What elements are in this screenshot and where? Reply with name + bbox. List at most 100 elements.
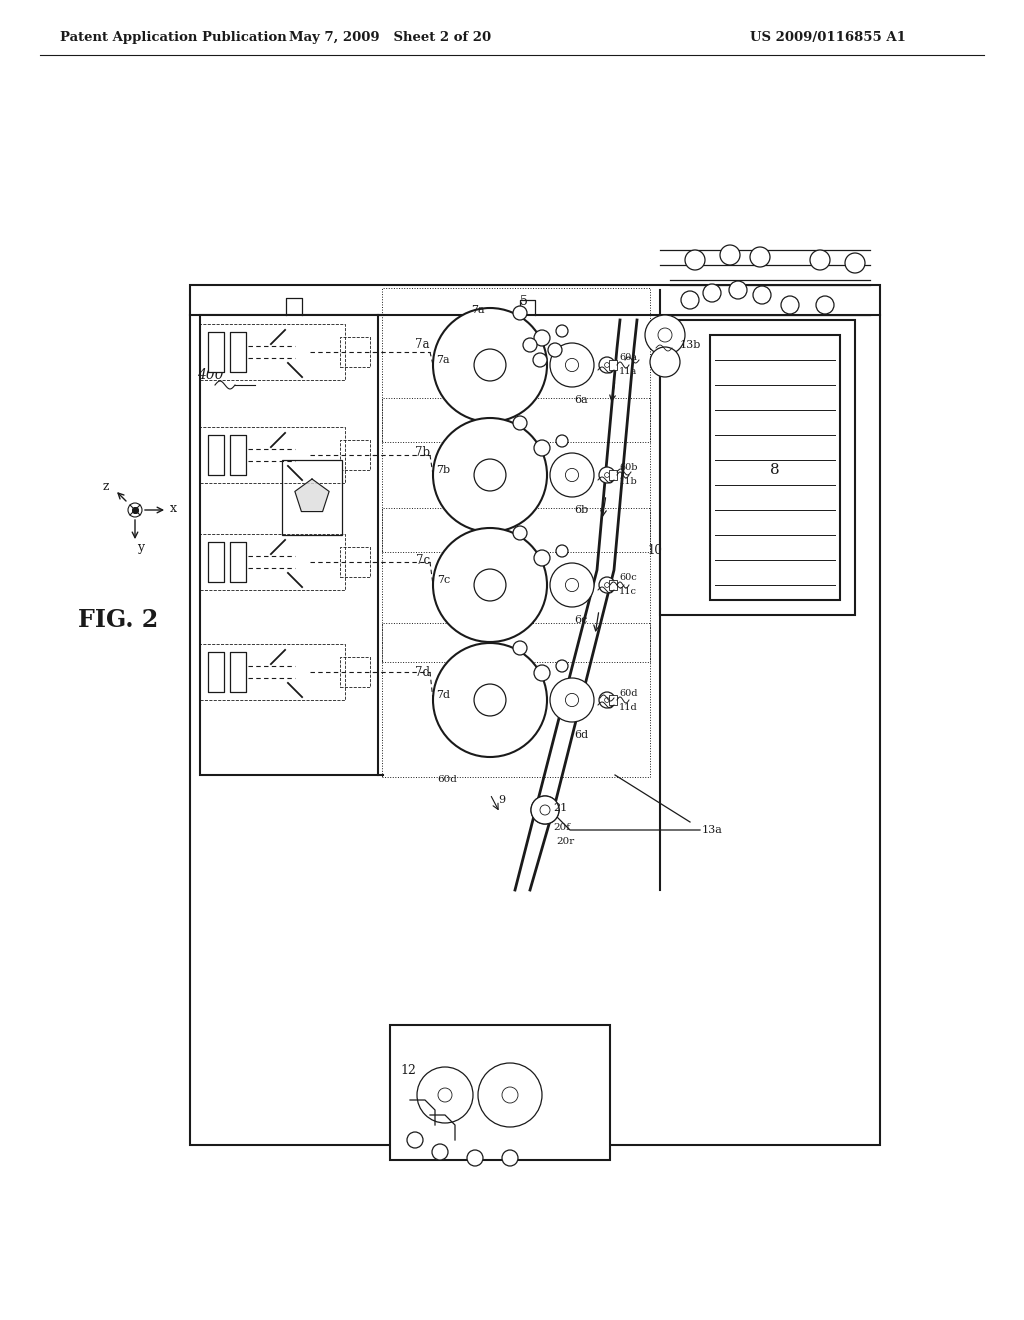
Circle shape [845, 253, 865, 273]
Text: 7b: 7b [436, 465, 450, 475]
Circle shape [433, 308, 547, 422]
Text: 6d: 6d [574, 730, 588, 741]
Bar [340, 337, 370, 367]
Circle shape [478, 1063, 542, 1127]
Circle shape [550, 453, 594, 498]
Circle shape [467, 1150, 483, 1166]
Text: 13a: 13a [702, 825, 723, 836]
Bar [340, 657, 370, 686]
Bar [200, 315, 378, 775]
Circle shape [681, 290, 699, 309]
Text: y: y [137, 541, 144, 554]
Circle shape [513, 642, 527, 655]
Circle shape [433, 643, 547, 756]
Circle shape [599, 692, 615, 708]
Circle shape [432, 1144, 449, 1160]
Text: 60b: 60b [618, 463, 638, 473]
Circle shape [556, 545, 568, 557]
Circle shape [513, 306, 527, 319]
Text: 7c: 7c [437, 576, 450, 585]
Text: 11a: 11a [618, 367, 637, 376]
Text: FIG. 2: FIG. 2 [78, 609, 159, 632]
Circle shape [604, 363, 609, 367]
Text: 60c: 60c [618, 573, 637, 582]
Circle shape [703, 284, 721, 302]
Circle shape [531, 796, 559, 824]
Text: x: x [170, 502, 177, 515]
Text: 21: 21 [553, 803, 567, 813]
Circle shape [548, 343, 562, 356]
Circle shape [502, 1086, 518, 1104]
Text: 400: 400 [197, 368, 223, 381]
Circle shape [720, 246, 740, 265]
Circle shape [417, 1067, 473, 1123]
Circle shape [565, 359, 579, 372]
Text: 7b: 7b [415, 446, 430, 458]
Bar [710, 335, 840, 601]
Bar [190, 285, 880, 1144]
Circle shape [599, 467, 615, 483]
Text: 7c: 7c [416, 553, 430, 566]
Bar [390, 1026, 610, 1160]
Text: 5: 5 [520, 294, 528, 308]
Bar [200, 535, 345, 590]
Text: z: z [102, 479, 109, 492]
Circle shape [474, 348, 506, 381]
Polygon shape [295, 479, 329, 512]
Bar [230, 436, 246, 475]
Circle shape [550, 678, 594, 722]
Bar [200, 323, 345, 380]
Bar [660, 319, 855, 615]
Circle shape [781, 296, 799, 314]
Bar [609, 470, 617, 480]
Text: 60a: 60a [618, 354, 637, 363]
Circle shape [474, 684, 506, 715]
Text: 7a: 7a [416, 338, 430, 351]
Circle shape [658, 327, 672, 342]
Circle shape [604, 697, 609, 702]
Bar [230, 333, 246, 372]
Text: 11c: 11c [618, 587, 637, 597]
Text: 6b: 6b [574, 506, 588, 515]
Bar [200, 644, 345, 700]
Circle shape [438, 1088, 452, 1102]
Bar [230, 543, 246, 582]
Circle shape [531, 796, 559, 824]
Bar [282, 459, 342, 535]
Circle shape [685, 249, 705, 271]
Bar [609, 696, 617, 705]
Bar [208, 436, 224, 475]
Circle shape [474, 569, 506, 601]
Bar [382, 399, 650, 552]
Text: 11b: 11b [618, 478, 638, 487]
Text: US 2009/0116855 A1: US 2009/0116855 A1 [750, 30, 906, 44]
Circle shape [433, 528, 547, 642]
Bar [200, 426, 345, 483]
Circle shape [556, 325, 568, 337]
Circle shape [604, 582, 609, 587]
Circle shape [502, 1150, 518, 1166]
Circle shape [534, 440, 550, 455]
Circle shape [407, 1133, 423, 1148]
Circle shape [599, 577, 615, 593]
Circle shape [753, 286, 771, 304]
Circle shape [433, 418, 547, 532]
Circle shape [565, 469, 579, 482]
Circle shape [650, 347, 680, 378]
Circle shape [523, 338, 537, 352]
Bar [208, 333, 224, 372]
Text: 20f: 20f [553, 822, 570, 832]
Text: 7d: 7d [415, 665, 430, 678]
Bar [382, 508, 650, 663]
Circle shape [474, 459, 506, 491]
Circle shape [550, 343, 594, 387]
Circle shape [645, 315, 685, 355]
Bar [609, 360, 617, 370]
Circle shape [513, 416, 527, 430]
Bar [208, 652, 224, 692]
Circle shape [513, 525, 527, 540]
Circle shape [534, 352, 547, 367]
Text: 7a: 7a [436, 355, 450, 366]
Text: 60d: 60d [437, 776, 457, 784]
Circle shape [729, 281, 746, 300]
